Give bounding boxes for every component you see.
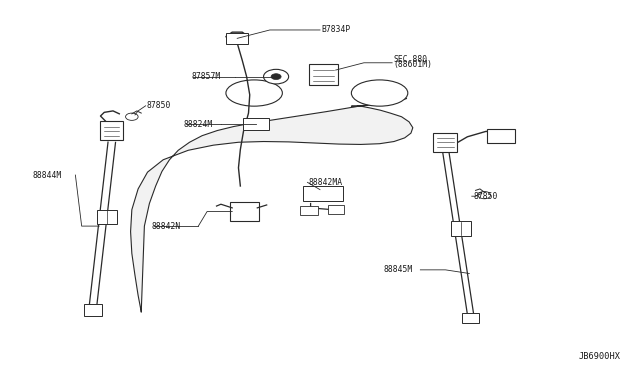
Circle shape <box>264 69 289 84</box>
FancyBboxPatch shape <box>303 186 343 201</box>
Ellipse shape <box>351 80 408 106</box>
FancyBboxPatch shape <box>328 205 344 214</box>
Text: 88824M: 88824M <box>183 119 212 128</box>
Text: 88842N: 88842N <box>152 222 181 231</box>
Text: 88845M: 88845M <box>384 265 413 274</box>
FancyBboxPatch shape <box>300 206 318 215</box>
FancyBboxPatch shape <box>451 221 471 235</box>
Text: 87857M: 87857M <box>191 72 221 81</box>
Text: (88601M): (88601M) <box>394 60 433 69</box>
FancyBboxPatch shape <box>97 210 117 224</box>
Text: SEC.880: SEC.880 <box>394 55 428 64</box>
Ellipse shape <box>226 80 282 106</box>
FancyBboxPatch shape <box>309 64 338 86</box>
Text: B7834P: B7834P <box>321 25 351 35</box>
FancyBboxPatch shape <box>100 121 123 140</box>
Circle shape <box>478 192 491 199</box>
Text: JB6900HX: JB6900HX <box>579 352 621 361</box>
FancyBboxPatch shape <box>488 129 515 142</box>
Text: 87850: 87850 <box>147 101 172 110</box>
FancyBboxPatch shape <box>433 133 458 152</box>
Text: 87850: 87850 <box>473 192 497 201</box>
FancyBboxPatch shape <box>230 202 259 221</box>
Text: 88842MA: 88842MA <box>308 178 343 187</box>
FancyBboxPatch shape <box>226 33 248 44</box>
Circle shape <box>125 113 138 121</box>
Polygon shape <box>131 99 413 312</box>
Text: 88844M: 88844M <box>33 171 62 180</box>
FancyBboxPatch shape <box>243 118 269 130</box>
FancyBboxPatch shape <box>84 304 102 316</box>
Circle shape <box>271 74 281 80</box>
FancyBboxPatch shape <box>461 312 479 323</box>
